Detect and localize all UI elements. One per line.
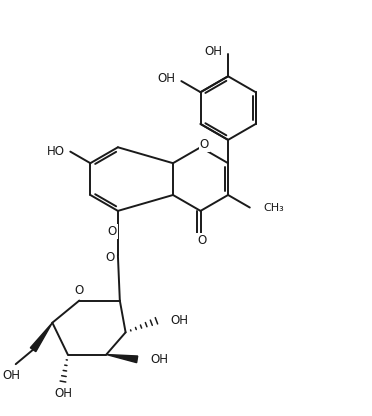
Text: O: O (200, 138, 209, 151)
Text: OH: OH (170, 314, 188, 327)
Text: OH: OH (158, 72, 176, 85)
Text: HO: HO (46, 145, 64, 158)
Text: O: O (106, 251, 115, 264)
Text: OH: OH (2, 369, 20, 382)
Text: O: O (197, 234, 206, 247)
Polygon shape (106, 354, 138, 363)
Polygon shape (31, 323, 52, 352)
Text: O: O (108, 225, 117, 238)
Text: OH: OH (54, 386, 72, 400)
Text: CH₃: CH₃ (263, 203, 284, 213)
Text: O: O (75, 285, 84, 297)
Text: OH: OH (204, 45, 222, 58)
Text: OH: OH (151, 353, 169, 366)
